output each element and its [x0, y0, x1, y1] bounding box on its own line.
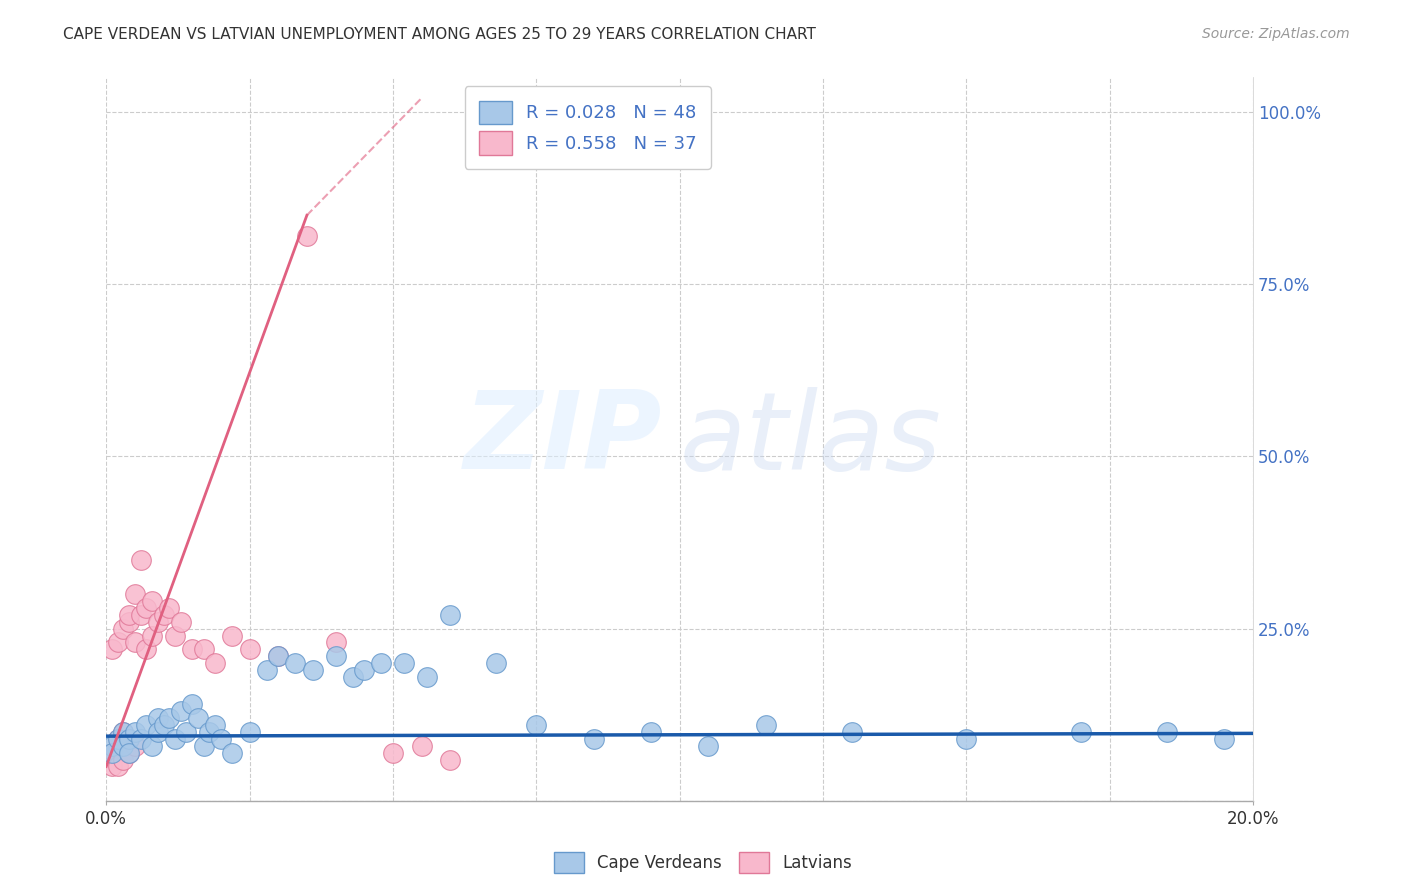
Text: Source: ZipAtlas.com: Source: ZipAtlas.com [1202, 27, 1350, 41]
Point [381, 746, 404, 760]
Text: ZIP: ZIP [464, 386, 662, 492]
Point [118, 746, 141, 760]
Point [370, 656, 392, 670]
Point [107, 731, 129, 746]
Point [146, 725, 169, 739]
Point [411, 739, 433, 753]
Point [157, 711, 180, 725]
Point [152, 607, 174, 622]
Point [118, 615, 141, 629]
Point [157, 601, 180, 615]
Point [107, 731, 129, 746]
Point [342, 670, 364, 684]
Text: atlas: atlas [679, 386, 942, 491]
Point [181, 642, 204, 657]
Point [485, 656, 508, 670]
Point [582, 731, 605, 746]
Point [1213, 731, 1236, 746]
Point [238, 642, 260, 657]
Point [754, 718, 776, 732]
Point [118, 746, 141, 760]
Point [170, 615, 193, 629]
Point [295, 228, 318, 243]
Point [107, 635, 129, 649]
Point [118, 731, 141, 746]
Point [112, 622, 135, 636]
Point [267, 649, 290, 664]
Point [112, 725, 135, 739]
Point [129, 553, 152, 567]
Point [101, 739, 124, 753]
Point [101, 642, 124, 657]
Point [124, 739, 146, 753]
Legend: R = 0.028   N = 48, R = 0.558   N = 37: R = 0.028 N = 48, R = 0.558 N = 37 [464, 87, 711, 169]
Point [163, 731, 186, 746]
Point [697, 739, 720, 753]
Point [135, 601, 157, 615]
Point [524, 718, 547, 732]
Point [416, 670, 439, 684]
Point [256, 663, 278, 677]
Point [439, 753, 461, 767]
Point [221, 746, 243, 760]
Point [118, 607, 141, 622]
Point [325, 635, 347, 649]
Point [284, 656, 307, 670]
Point [112, 753, 135, 767]
Point [221, 628, 243, 642]
Point [841, 725, 863, 739]
Point [176, 725, 198, 739]
Point [146, 615, 169, 629]
Point [238, 725, 260, 739]
Point [325, 649, 347, 664]
Point [163, 628, 186, 642]
Point [301, 663, 323, 677]
Point [129, 607, 152, 622]
Point [107, 759, 129, 773]
Point [204, 718, 226, 732]
Point [187, 711, 209, 725]
Point [181, 698, 204, 712]
Point [640, 725, 662, 739]
Point [135, 718, 157, 732]
Point [198, 725, 221, 739]
Point [394, 656, 416, 670]
Point [267, 649, 290, 664]
Point [1070, 725, 1092, 739]
Point [204, 656, 226, 670]
Point [141, 739, 163, 753]
Text: CAPE VERDEAN VS LATVIAN UNEMPLOYMENT AMONG AGES 25 TO 29 YEARS CORRELATION CHART: CAPE VERDEAN VS LATVIAN UNEMPLOYMENT AMO… [63, 27, 815, 42]
Point [439, 607, 461, 622]
Point [135, 642, 157, 657]
Point [193, 739, 215, 753]
Point [101, 759, 124, 773]
Legend: Cape Verdeans, Latvians: Cape Verdeans, Latvians [547, 846, 859, 880]
Point [112, 739, 135, 753]
Point [124, 587, 146, 601]
Point [124, 725, 146, 739]
Point [112, 725, 135, 739]
Point [353, 663, 375, 677]
Point [129, 731, 152, 746]
Point [141, 594, 163, 608]
Point [152, 718, 174, 732]
Point [141, 628, 163, 642]
Point [955, 731, 977, 746]
Point [124, 635, 146, 649]
Point [101, 746, 124, 760]
Point [170, 704, 193, 718]
Point [101, 746, 124, 760]
Point [193, 642, 215, 657]
Point [146, 711, 169, 725]
Point [209, 731, 232, 746]
Point [1156, 725, 1178, 739]
